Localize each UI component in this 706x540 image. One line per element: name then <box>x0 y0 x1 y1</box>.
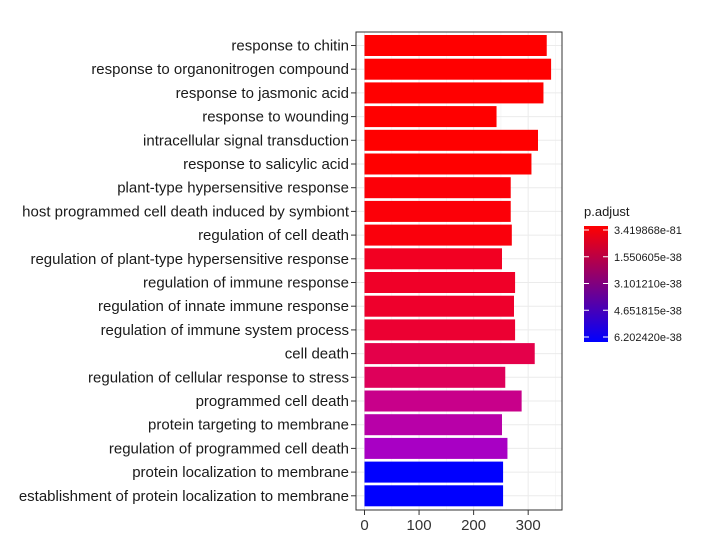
category-label: establishment of protein localization to… <box>19 488 349 505</box>
category-label: regulation of cellular response to stres… <box>88 369 349 386</box>
bar <box>364 153 532 175</box>
bar <box>364 485 504 507</box>
bars <box>364 35 552 507</box>
category-label: response to chitin <box>231 38 349 55</box>
bar <box>364 437 508 459</box>
bar <box>364 319 516 341</box>
category-label: response to salicylic acid <box>183 156 349 173</box>
category-label: plant-type hypersensitive response <box>117 180 349 197</box>
category-labels: response to chitin response to organonitr… <box>19 38 356 505</box>
legend-label: 6.202420e-38 <box>614 332 682 344</box>
category-label: regulation of innate immune response <box>98 298 349 315</box>
x-tick-label: 100 <box>407 517 432 534</box>
bar <box>364 272 516 293</box>
x-tick-label: 0 <box>360 517 368 534</box>
x-tick-label: 300 <box>516 517 541 534</box>
bar <box>364 461 504 483</box>
bar <box>364 35 547 56</box>
category-label: protein targeting to membrane <box>148 417 349 434</box>
legend-title: p.adjust <box>584 204 630 219</box>
bar <box>364 200 511 222</box>
legend-label: 3.419868e-81 <box>614 225 682 237</box>
color-legend: p.adjust 3.419868e-81 1.550605e-38 3.10121… <box>584 204 682 344</box>
category-label: host programmed cell death induced by sy… <box>22 203 350 220</box>
bar <box>364 58 552 80</box>
category-label: regulation of programmed cell death <box>109 440 349 457</box>
bar <box>364 295 514 317</box>
bar <box>364 248 502 270</box>
category-label: programmed cell death <box>196 393 349 410</box>
plot-panel-border <box>355 31 563 511</box>
category-label: regulation of immune response <box>143 275 349 292</box>
legend-label: 4.651815e-38 <box>614 305 682 317</box>
bar <box>364 343 535 365</box>
legend-label: 1.550605e-38 <box>614 252 682 264</box>
category-label: cell death <box>285 346 349 363</box>
x-tick-label: 200 <box>461 517 486 534</box>
legend-label: 3.101210e-38 <box>614 279 682 291</box>
category-label: regulation of plant-type hypersensitive … <box>30 251 349 268</box>
category-label: response to wounding <box>202 109 349 126</box>
category-label: protein localization to membrane <box>132 464 349 481</box>
bar <box>364 414 502 436</box>
bar <box>364 129 539 151</box>
bar <box>364 177 511 199</box>
bar <box>364 390 522 412</box>
category-label: regulation of immune system process <box>101 322 349 339</box>
category-label: regulation of cell death <box>198 227 349 244</box>
x-axis: 0 100 200 300 <box>360 510 541 534</box>
category-label: intracellular signal transduction <box>143 132 349 149</box>
bar <box>364 224 512 246</box>
bar <box>364 82 544 104</box>
legend-ticks: 3.419868e-81 1.550605e-38 3.101210e-38 4.65… <box>584 225 682 344</box>
category-label: response to jasmonic acid <box>176 85 349 102</box>
bar <box>364 106 497 128</box>
category-label: response to organonitrogen compound <box>91 61 349 78</box>
bar <box>364 366 506 388</box>
